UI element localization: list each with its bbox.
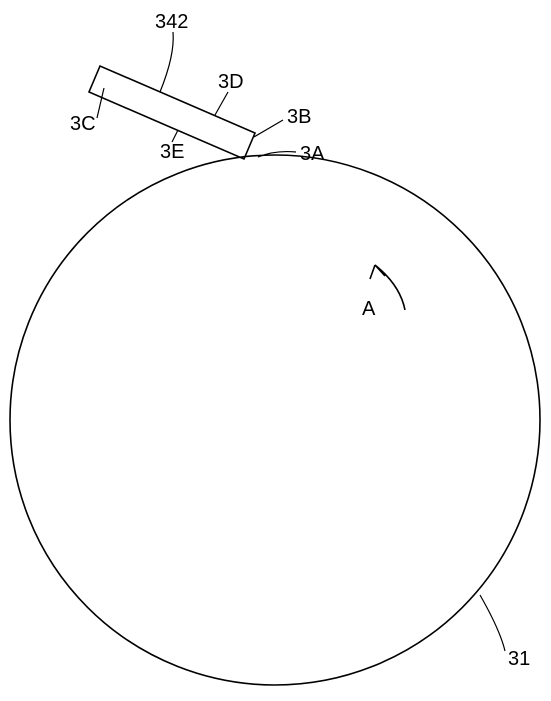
leader-3d [215, 92, 228, 115]
leader-3c [97, 88, 104, 118]
label-342: 342 [155, 11, 188, 33]
label-3d: 3D [218, 71, 244, 93]
label-3b: 3B [287, 106, 311, 128]
label-3e: 3E [160, 141, 184, 163]
leader-31 [480, 595, 505, 651]
leader-342 [160, 32, 173, 92]
drum-circle [10, 155, 540, 685]
label-a: A [362, 298, 376, 320]
figure-svg: 342 3D 3B 3A 3C 3E A 31 [0, 0, 551, 701]
label-3c: 3C [70, 113, 96, 135]
label-3a: 3A [300, 143, 325, 165]
label-31: 31 [508, 648, 530, 670]
leader-3b [254, 120, 283, 137]
